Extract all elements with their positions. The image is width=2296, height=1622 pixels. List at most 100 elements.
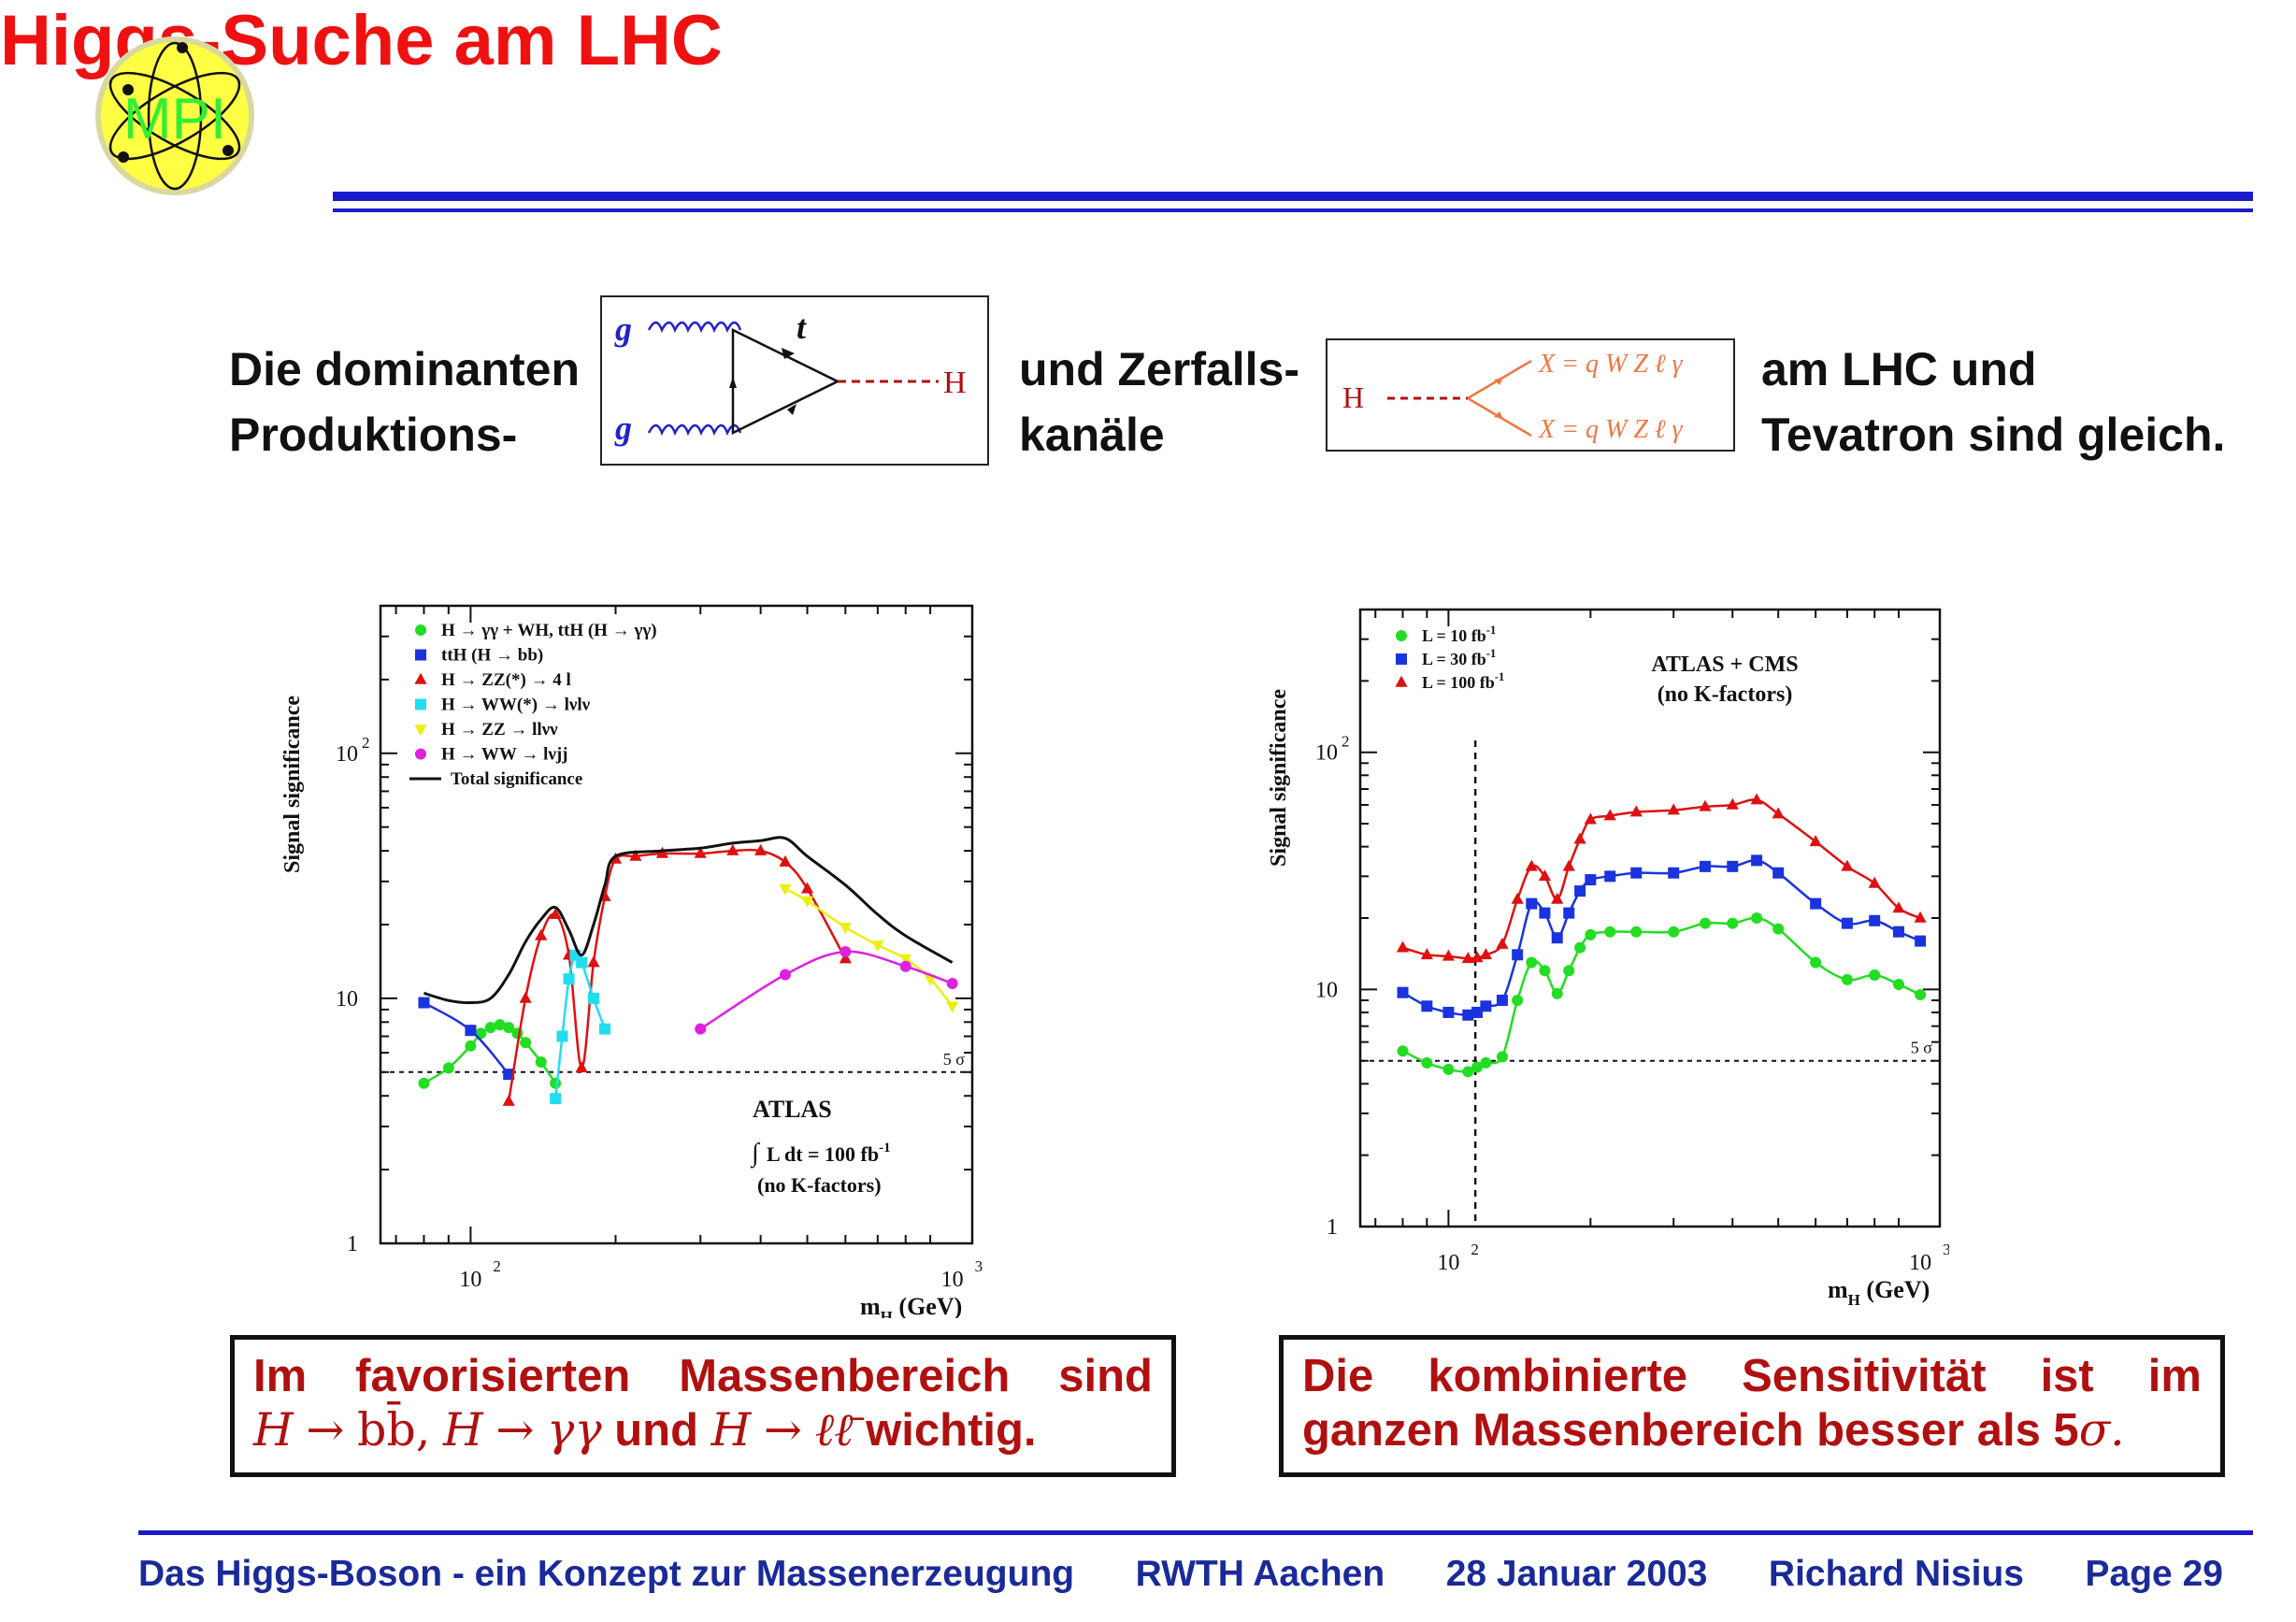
caption-left: Im favorisierten Massenbereich sind H → … xyxy=(230,1335,1176,1477)
legend-entry: L = 100 fb-1 xyxy=(1422,670,1504,692)
legend: L = 10 fb-1L = 30 fb-1L = 100 fb-1 xyxy=(1395,624,1504,692)
legend-swatch xyxy=(415,624,426,636)
data-point xyxy=(1629,805,1643,817)
data-point xyxy=(726,843,739,855)
series-line xyxy=(553,953,607,1099)
data-point xyxy=(1667,803,1680,815)
data-point xyxy=(418,1077,430,1089)
data-point xyxy=(1604,870,1616,883)
data-point xyxy=(1700,860,1712,872)
data-point xyxy=(442,1062,454,1074)
data-point xyxy=(599,1023,611,1035)
series-6 xyxy=(423,836,954,1005)
data-point xyxy=(1584,812,1597,825)
svg-text:g: g xyxy=(614,310,632,348)
legend-entry: Total significance xyxy=(451,769,582,789)
legend-entry: L = 10 fb-1 xyxy=(1422,624,1496,645)
y-tick-label: 10 xyxy=(336,742,358,767)
slide-title: Higgs-Suche am LHC xyxy=(0,1,723,80)
data-point xyxy=(1809,835,1822,847)
legend-entry: H → ZZ(*) → 4 l xyxy=(441,670,571,690)
series-3 xyxy=(550,949,611,1105)
data-point xyxy=(1726,797,1739,810)
annotation-lumi: L dt = 100 fb-1 xyxy=(767,1141,891,1166)
data-point xyxy=(576,956,588,969)
y-tick-label: 10 xyxy=(336,987,358,1012)
production-feynman-diagram: g g t H xyxy=(600,295,989,466)
footer-date: 28 Januar 2003 xyxy=(1445,1554,1708,1594)
data-point xyxy=(1841,973,1853,985)
data-point xyxy=(839,952,852,964)
data-point xyxy=(629,849,642,861)
legend-entry: H → ZZ → llνν xyxy=(441,720,558,739)
data-point xyxy=(1893,978,1905,990)
x-tick-label: 10 xyxy=(1909,1251,1931,1275)
data-point xyxy=(1421,1000,1433,1012)
series-5 xyxy=(695,946,958,1035)
data-point xyxy=(655,846,669,858)
data-point xyxy=(1604,926,1616,938)
data-point xyxy=(1574,885,1586,897)
series-4 xyxy=(779,883,959,1013)
data-point xyxy=(695,1023,707,1035)
data-point xyxy=(1512,994,1524,1006)
data-point xyxy=(1869,914,1881,926)
data-point xyxy=(563,973,575,985)
series-line xyxy=(423,1023,557,1084)
series-2 xyxy=(502,843,852,1106)
caption-right: Die kombinierte Sensitivität ist im ganz… xyxy=(1279,1335,2225,1477)
data-point xyxy=(465,1025,477,1037)
legend-swatch xyxy=(1396,630,1407,641)
series-line xyxy=(1401,916,1921,1073)
data-point xyxy=(550,1093,562,1105)
y-tick-label: 1 xyxy=(1327,1215,1338,1240)
data-point xyxy=(1772,867,1785,879)
intro-part3: am LHC und Tevatron sind gleich. xyxy=(1761,343,2226,461)
footer-talk: Das Higgs-Boson - ein Konzept zur Massen… xyxy=(138,1554,1075,1594)
data-point xyxy=(1471,951,1484,963)
series-line xyxy=(423,1001,510,1075)
svg-text:X = q W Z ℓ γ: X = q W Z ℓ γ xyxy=(1538,350,1684,379)
intro-part1: Die dominanten Produktions- xyxy=(229,343,581,461)
data-point xyxy=(839,923,852,935)
data-point xyxy=(1442,949,1456,961)
series-1 xyxy=(418,997,515,1081)
legend-swatch xyxy=(415,748,426,760)
data-point xyxy=(549,907,562,919)
data-point xyxy=(1462,1009,1474,1021)
data-point xyxy=(1551,892,1564,904)
series-line xyxy=(699,950,954,1030)
legend-entry: ttH (H → bb) xyxy=(441,646,543,666)
data-point xyxy=(1869,969,1881,981)
data-point xyxy=(535,928,548,940)
data-point xyxy=(1750,793,1763,805)
annotation-subtitle: (no K-factors) xyxy=(1657,682,1793,707)
five-sigma-label: 5 σ xyxy=(1911,1039,1933,1057)
annotation-title: ATLAS + CMS xyxy=(1651,653,1798,677)
series-2 xyxy=(1396,793,1927,964)
svg-text:MPI: MPI xyxy=(123,87,226,151)
data-point xyxy=(1727,860,1739,872)
data-point xyxy=(1810,897,1822,910)
data-point xyxy=(946,1001,959,1013)
footer-author: Richard Nisius xyxy=(1768,1554,2024,1594)
annotation-kfactors: (no K-factors) xyxy=(757,1173,882,1197)
x-axis-label: mH (GeV) xyxy=(1828,1276,1930,1309)
data-point xyxy=(1525,859,1538,871)
data-point xyxy=(1442,1006,1455,1018)
y-tick-exponent: 2 xyxy=(1342,733,1350,751)
data-point xyxy=(1462,1066,1474,1078)
data-point xyxy=(779,969,791,981)
data-point xyxy=(1551,987,1563,999)
data-point xyxy=(1892,901,1905,913)
data-point xyxy=(465,1040,477,1052)
data-point xyxy=(1539,907,1551,919)
data-point xyxy=(1810,956,1822,969)
intro-part2: und Zerfalls- kanäle xyxy=(1019,343,1300,461)
series-1 xyxy=(1397,854,1927,1021)
data-point xyxy=(1396,940,1410,953)
data-point xyxy=(1526,956,1538,969)
data-point xyxy=(519,991,532,1003)
data-point xyxy=(754,843,768,855)
data-point xyxy=(1461,952,1474,964)
